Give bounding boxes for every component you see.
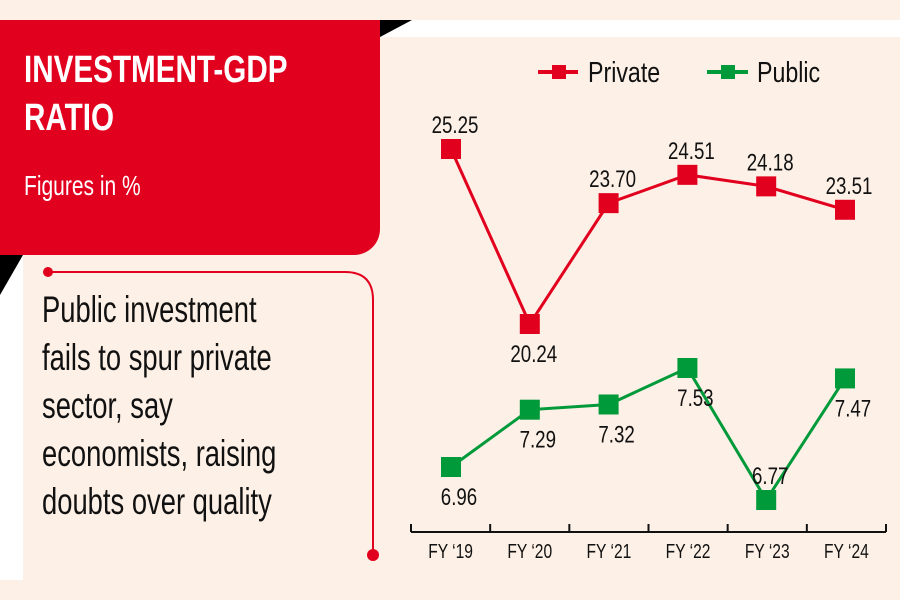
private-point-marker (756, 176, 777, 197)
private-data-label: 24.51 (668, 138, 715, 165)
top-fold-triangle (380, 20, 412, 37)
headline-line-3: sector, say (42, 385, 173, 426)
headline: Public investment fails to spur private … (42, 286, 276, 526)
headline-line-2: fails to spur private (42, 337, 272, 378)
connector-dot-start (43, 267, 53, 277)
public-point-marker (598, 394, 619, 415)
legend-public-label: Public (757, 55, 820, 88)
legend-private-marker (552, 65, 566, 79)
series-private-line (449, 148, 846, 328)
public-point-marker (441, 457, 461, 478)
private-point-marker (519, 313, 540, 334)
private-data-label: 24.18 (747, 149, 794, 176)
public-data-label: 7.47 (835, 395, 871, 422)
x-tick-label: FY ‘24 (824, 540, 869, 562)
headline-line-1: Public investment (42, 289, 257, 330)
public-point-marker (835, 368, 855, 389)
chart-title-line-1: INVESTMENT-GDP (24, 49, 288, 91)
private-data-label: 23.70 (589, 166, 636, 193)
left-white-band (0, 255, 23, 580)
top-white-band (380, 20, 900, 37)
private-point-marker (598, 193, 619, 214)
public-data-label: 6.96 (441, 484, 477, 511)
chart-subtitle: Figures in % (24, 170, 141, 201)
x-tick-label: FY ‘23 (745, 540, 790, 562)
private-data-label: 20.24 (510, 341, 557, 368)
headline-line-4: economists, raising (42, 433, 277, 474)
x-tick-label: FY ‘21 (587, 540, 632, 562)
headline-line-5: doubts over quality (42, 481, 272, 522)
connector-dot-end (367, 549, 379, 561)
legend-private-label: Private (588, 55, 660, 88)
legend-public-marker (721, 65, 735, 79)
chart-title-line-2: RATIO (24, 97, 115, 139)
public-point-marker (519, 399, 540, 420)
legend: Private Public (538, 55, 820, 89)
x-tick-label: FY ‘20 (507, 540, 552, 562)
title-panel (0, 20, 380, 255)
public-point-marker (756, 490, 777, 511)
public-data-label: 7.29 (520, 427, 556, 454)
public-point-marker (677, 358, 698, 378)
public-data-label: 7.53 (677, 385, 713, 412)
series-public: 6.96 7.29 7.32 7.53 6.77 7.47 (441, 358, 871, 511)
x-axis: FY ‘19 FY ‘20 FY ‘21 FY ‘22 FY ‘23 FY ‘24 (410, 524, 887, 562)
series-private: 25.25 20.24 23.70 24.51 24.18 23.51 (432, 112, 873, 368)
private-point-marker (835, 199, 855, 220)
public-data-label: 7.32 (598, 421, 634, 448)
private-data-label: 25.25 (432, 112, 479, 139)
private-point-marker (677, 164, 698, 185)
x-tick-label: FY ‘22 (666, 540, 711, 562)
private-point-marker (441, 139, 461, 159)
chart-title: INVESTMENT-GDP RATIO (24, 46, 287, 142)
public-data-label: 6.77 (752, 463, 788, 490)
left-fold-triangle (0, 255, 23, 295)
x-tick-label: FY ‘19 (428, 540, 473, 562)
headline-connector-line (48, 271, 374, 555)
private-data-label: 23.51 (826, 173, 873, 200)
series-public-line (450, 366, 847, 503)
